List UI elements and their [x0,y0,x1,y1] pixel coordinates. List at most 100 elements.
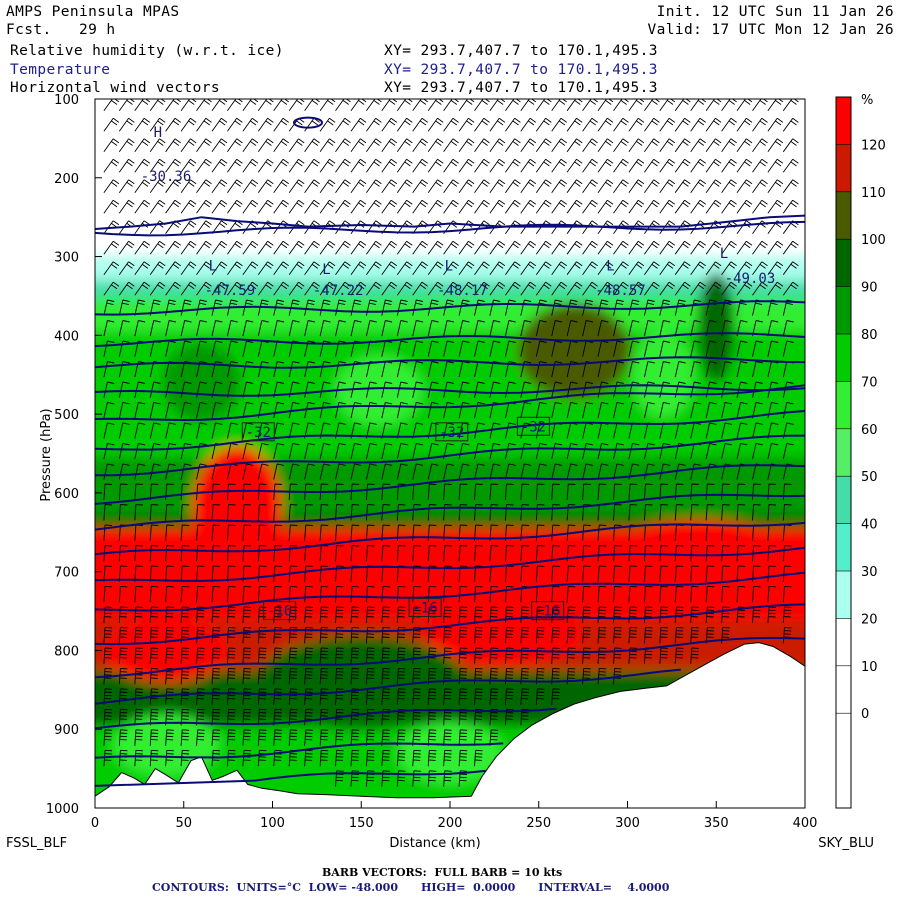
wind-barb-213 [196,401,207,419]
wind-barb-1012 [566,606,576,623]
wind-barb-1213 [674,626,684,644]
wind-barb-69 [134,158,151,173]
wind-barb-182 [180,442,192,460]
wind-barb-553 [350,606,360,623]
wind-barb-662 [396,749,406,767]
wind-barb-98 [134,749,143,767]
wind-barb-1023 [582,240,598,255]
contour-label-6: -32 [246,425,271,441]
wind-barb-131 [149,749,159,767]
wind-barb-299 [242,158,259,173]
wind-barb-982 [551,606,560,623]
wind-barb-275 [226,340,238,357]
wind-barb-1200 [674,361,686,378]
wind-barb-720 [427,545,437,562]
wind-barb-881 [504,422,516,439]
wind-barb-1343 [752,504,761,521]
wind-barb-803 [474,158,490,173]
colorbar-swatch-13 [836,713,851,761]
colorbar-label-0: 120 [861,138,886,153]
wind-barb-781 [458,401,470,419]
wind-barb-199 [196,117,212,132]
wind-barb-1127 [628,585,638,603]
x-tick-label-1: 50 [175,816,192,831]
wind-barb-70 [134,179,151,193]
wind-barb-347 [257,463,269,480]
wind-barb-502 [335,261,351,275]
wind-barb-267 [227,179,243,193]
wind-barb-769 [458,158,475,173]
wind-barb-9 [103,281,120,296]
wind-barb-1045 [597,99,614,112]
blob-light-1 [631,331,695,419]
wind-barb-1185 [659,626,668,644]
wind-barb-586 [365,585,375,603]
wind-barb-726 [427,667,437,685]
wind-barb-1239 [690,585,699,603]
wind-barb-207 [196,281,212,296]
wind-barb-1143 [643,340,655,357]
wind-barb-233 [211,158,228,173]
band-30 [95,256,805,285]
wind-barb-1330 [752,240,768,255]
wind-barb-686 [412,545,421,562]
wind-barb-304 [242,261,259,275]
wind-barb-119 [149,504,159,521]
wind-barb-283 [226,504,236,521]
wind-barb-730 [427,749,437,767]
wind-barb-988 [566,117,583,132]
wind-barb-1371 [767,545,777,562]
wind-barb-274 [226,320,238,337]
wind-barb-981 [551,585,560,603]
wind-barb-97 [134,729,143,746]
wind-barb-955 [535,667,545,685]
wind-barb-1342 [752,483,761,501]
wind-barb-631 [396,117,413,132]
wind-barb-998 [566,320,578,337]
y-tick-label-5: 600 [54,487,79,502]
wind-barb-482 [319,524,329,541]
wind-barb-75 [134,281,151,296]
wind-barb-342 [257,361,269,378]
wind-barb-778 [458,340,470,357]
colorbar-label-11: 10 [861,660,878,675]
wind-barb-652 [396,545,406,562]
wind-barb-406 [288,320,300,337]
wind-barb-1282 [721,340,732,357]
wind-barb-830 [474,708,483,726]
wind-barb-1350 [767,117,784,132]
wind-barb-1027 [582,320,593,337]
wind-barb-915 [520,483,530,501]
wind-barb-845 [489,340,501,357]
wind-barb-582 [365,504,375,521]
wind-barb-645 [396,401,408,419]
wind-barb-415 [288,504,298,521]
wind-barb-4 [103,179,120,193]
wind-barb-914 [520,463,532,480]
temperature-contours [95,116,805,787]
wind-barb-152 [165,504,174,521]
wind-barb-672 [412,261,428,275]
wind-barb-529 [350,117,367,132]
wind-barb-1161 [659,138,676,153]
wind-barb-736 [443,179,459,193]
wind-barb-545 [350,442,362,460]
wind-barb-640 [396,299,408,316]
wind-barb-633 [396,158,413,173]
wind-barb-637 [396,240,413,255]
colorbar-swatch-6 [836,381,851,429]
wind-barb-494 [335,99,351,112]
wind-barb-327 [242,729,252,746]
wind-barb-1241 [690,626,699,644]
wind-barb-1401 [782,626,792,644]
wind-barb-964 [551,240,567,255]
wind-barb-1217 [690,138,706,153]
wind-barb-1196 [674,281,691,296]
temperature-contour-14 [95,636,805,679]
wind-barb-900 [520,179,537,193]
wind-barb-316 [242,504,252,521]
wind-barb-326 [242,708,252,726]
wind-barb-92 [134,626,143,644]
wind-barb-660 [396,708,406,726]
